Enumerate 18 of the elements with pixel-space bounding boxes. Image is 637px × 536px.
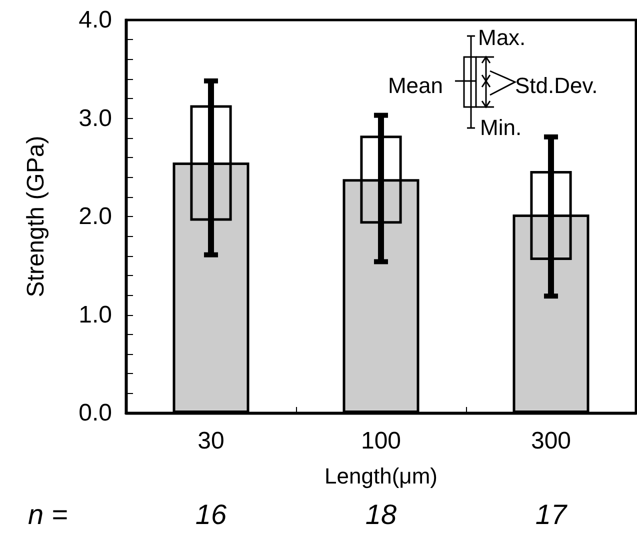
x-axis-title: Length(μm) <box>324 464 438 488</box>
text: 16 <box>195 499 227 530</box>
annotation: Max. <box>478 25 526 50</box>
y-tick-label: 4.0 <box>78 6 112 34</box>
text: 18 <box>365 499 397 530</box>
x-tick-label: 100 <box>360 428 402 454</box>
y-tick-label: 3.0 <box>78 104 112 132</box>
annotation: Mean <box>388 73 443 98</box>
y-tick-label: 0.0 <box>78 400 112 426</box>
x-tick-label: 300 <box>530 428 572 454</box>
x-tick-label: 30 <box>198 428 224 454</box>
y-tick-label: 2.0 <box>78 203 112 230</box>
text: n = <box>28 499 68 530</box>
text: 17 <box>535 499 568 530</box>
y-tick-label: 1.0 <box>78 301 112 328</box>
annotation: Min. <box>480 115 522 140</box>
y-axis-title: Strength (GPa) <box>22 136 50 298</box>
annotation: Std.Dev. <box>515 73 598 98</box>
